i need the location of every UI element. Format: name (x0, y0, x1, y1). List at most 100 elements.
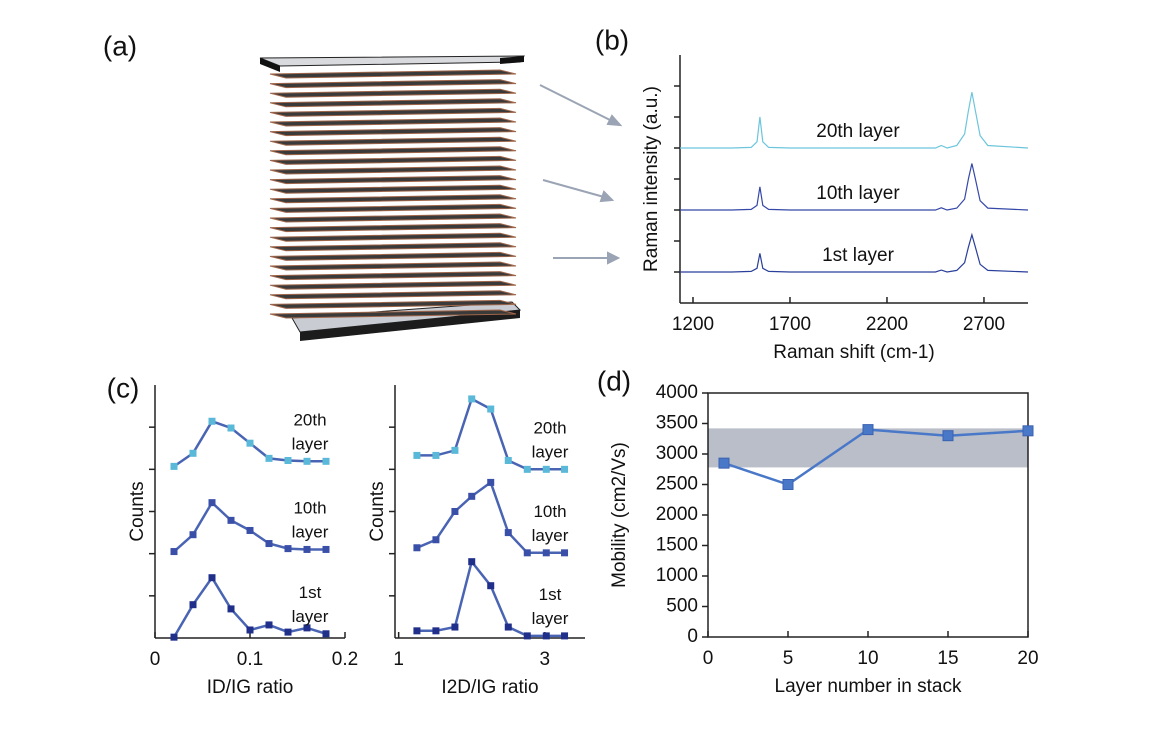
marker (504, 623, 512, 631)
x-tick-label: 2200 (866, 314, 908, 335)
marker (246, 526, 254, 534)
y-tick-label: 2500 (656, 474, 698, 495)
series-label: 10th layer (292, 499, 329, 542)
top-slab (259, 55, 525, 67)
x-tick-label: 20 (1017, 648, 1038, 669)
graphene-layer (269, 107, 517, 117)
graphene-layer (269, 175, 517, 185)
x-tick-label: 2700 (963, 314, 1005, 335)
marker (468, 558, 476, 566)
marker (413, 544, 421, 552)
marker (561, 549, 569, 557)
layer-stack (259, 55, 525, 341)
marker (170, 548, 178, 556)
marker (542, 465, 550, 473)
panel-label: (d) (597, 365, 631, 396)
graphene-layer (269, 223, 517, 233)
marker (468, 395, 476, 403)
graphene-layer (269, 184, 517, 194)
marker (561, 632, 569, 640)
y-tick-label: 500 (666, 596, 698, 617)
marker (1022, 425, 1034, 437)
marker (303, 624, 311, 632)
series-line (680, 163, 1029, 211)
series-label: 20th layer (532, 419, 569, 462)
x-tick-label: 0 (150, 649, 161, 670)
arrows (539, 84, 623, 265)
graphene-layer (269, 127, 517, 137)
y-tick-label: 1500 (656, 535, 698, 556)
y-axis-label: Counts (127, 481, 148, 541)
marker (189, 601, 197, 609)
y-tick-label: 0 (687, 626, 698, 647)
marker (504, 456, 512, 464)
series-label: 1st layer (532, 585, 569, 628)
x-tick-label: 5 (783, 648, 794, 669)
marker (432, 451, 440, 459)
x-tick-label: 10 (857, 648, 878, 669)
y-tick-label: 2000 (656, 504, 698, 525)
series-label: 1st layer (822, 245, 894, 266)
marker (246, 439, 254, 447)
marker (284, 628, 292, 636)
marker (265, 621, 273, 629)
y-axis-label: Raman intensity (a.u.) (641, 86, 662, 272)
x-tick-label: 15 (937, 648, 958, 669)
marker (451, 508, 459, 515)
graphene-layer (269, 251, 517, 261)
y-tick-label: 1000 (656, 565, 698, 586)
x-tick-label: 1700 (769, 314, 811, 335)
x-tick-label: 0.1 (237, 649, 263, 670)
marker (542, 549, 550, 557)
x-axis-label: Raman shift (cm-1) (773, 342, 935, 363)
graphene-layer (269, 309, 517, 319)
marker (862, 424, 874, 436)
x-axis-label: ID/IG ratio (207, 677, 294, 698)
y-tick-label: 4000 (656, 382, 698, 403)
marker (718, 457, 730, 469)
graphene-layer (269, 280, 517, 290)
y-axis-label: Counts (367, 481, 388, 541)
substrate-edge (300, 310, 520, 341)
graphene-layer (269, 136, 517, 146)
x-axis-label: Layer number in stack (775, 676, 962, 697)
marker (322, 630, 330, 638)
marker (227, 516, 235, 524)
marker (265, 540, 273, 548)
marker (942, 430, 954, 442)
marker (189, 449, 197, 457)
y-tick-label: 3500 (656, 413, 698, 434)
marker (561, 465, 569, 473)
graphene-layer (269, 155, 517, 165)
panel-label: (b) (595, 24, 629, 55)
graphene-layer (269, 98, 517, 108)
marker (208, 499, 216, 507)
marker (432, 627, 440, 635)
graphene-layer (269, 242, 517, 252)
marker (265, 454, 273, 462)
y-axis-label: Mobility (cm2/Vs) (609, 442, 630, 588)
x-tick-label: 1200 (672, 314, 714, 335)
marker (413, 451, 421, 459)
marker (487, 405, 495, 413)
series-line (680, 232, 1029, 273)
marker (322, 545, 330, 553)
marker (322, 457, 330, 465)
marker (487, 478, 495, 486)
graphene-layer (269, 79, 517, 89)
top-slab-edge (260, 58, 280, 72)
panel-label: (a) (103, 30, 137, 61)
marker (523, 549, 531, 557)
graphene-layer (269, 299, 517, 309)
x-tick-label: 3 (540, 649, 551, 670)
marker (523, 465, 531, 473)
x-tick-label: 1 (393, 649, 404, 670)
marker (303, 545, 311, 553)
x-axis-label: I2D/IG ratio (441, 677, 538, 698)
series-label: 20th layer (816, 121, 900, 142)
marker (542, 632, 550, 640)
marker (284, 545, 292, 553)
marker (432, 536, 440, 544)
marker (451, 446, 459, 454)
graphene-layer (269, 165, 517, 175)
